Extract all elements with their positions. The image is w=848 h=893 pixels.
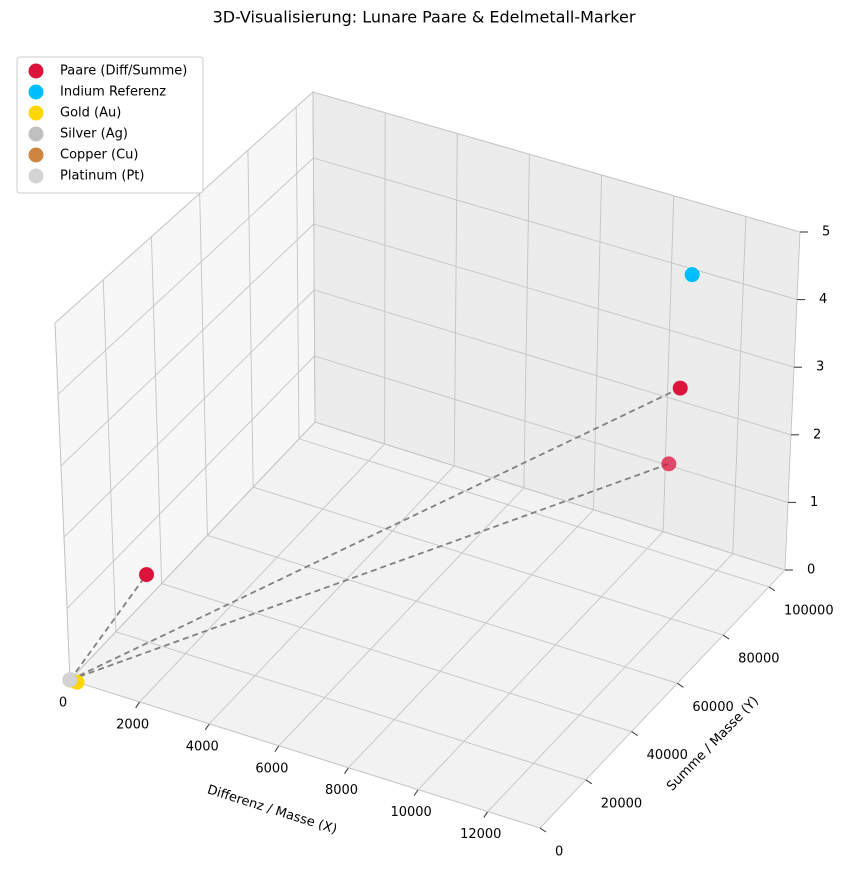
data-point [684,267,700,283]
chart-title: 3D-Visualisierung: Lunare Paare & Edelme… [213,8,636,27]
grid-line [313,157,798,301]
grid-line [115,631,586,781]
grid-line [662,195,675,532]
legend-marker [28,105,44,121]
grid-line [732,216,747,554]
x-tick-label: 0 [59,696,67,711]
grid-line [102,279,117,632]
y-tick [585,779,593,785]
connector-line [69,462,670,681]
x-tick-label: 4000 [186,739,219,754]
y-tick [631,731,638,736]
grid-line [312,91,316,423]
x-tick-label: 12000 [460,827,501,842]
grid-line [63,289,315,538]
legend-marker [28,126,44,142]
plot-area [62,267,700,690]
grid-line [313,223,795,368]
x-tick-label: 2000 [116,717,149,732]
x-tick-label: 6000 [255,761,288,776]
grid-line [161,583,632,732]
y-tick [539,827,547,833]
z-tick-label: 2 [813,427,821,442]
grid-line [523,154,530,488]
grid-line [312,91,801,233]
x-tick [344,767,349,774]
legend: Paare (Diff/Summe) Indium Referenz Gold (A… [16,56,204,194]
legend-label: Copper (Cu) [60,148,138,163]
y-tick-label: 20000 [601,796,642,811]
z-tick-label: 1 [810,495,818,510]
grid-line [314,355,789,503]
grid-line [278,487,525,747]
grid-line [453,133,458,466]
x-axis-label: Differenz / Masse (X) [205,783,339,838]
x-tick [483,811,489,818]
data-point [672,380,688,396]
x-tick [204,723,210,731]
grid-line [54,91,314,324]
axes-3d: 0 2000 4000 6000 8000 10000 12000 0 20000 40000 60… [54,91,834,860]
legend-box [16,56,204,194]
legend-label: Indium Referenz [60,85,166,100]
x-tick [274,745,280,753]
grid-line [69,421,316,681]
y-tick-label: 60000 [692,700,733,715]
y-tick [768,586,776,592]
grid-line [417,531,664,790]
grid-line [69,679,541,829]
grid-line [384,112,386,444]
data-point [62,672,78,688]
grid-line [487,553,734,812]
y-tick-label: 80000 [738,652,779,667]
grid-line [57,157,314,395]
x-tick [135,701,141,709]
legend-label: Gold (Au) [60,106,121,121]
x-tick [413,789,419,796]
data-point [661,456,677,472]
grid-line [54,322,71,681]
grid-line [295,107,300,439]
grid-line [314,421,786,571]
y-tick-label: 40000 [647,748,688,763]
z-tick-label: 3 [816,360,824,375]
x-tick-label: 8000 [325,783,358,798]
legend-marker [28,84,44,100]
grid-line [208,465,455,725]
connector-line [69,574,148,681]
legend-marker [28,63,44,79]
grid-line [139,443,385,703]
grid-line [253,486,724,636]
y-tick-label: 0 [555,845,563,860]
grid-line [60,223,315,467]
grid-line [314,289,792,436]
legend-marker [28,168,44,184]
y-tick [677,682,684,688]
grid-line [207,534,678,684]
grid-line [247,150,254,488]
legend-marker [28,147,44,163]
legend-label: Silver (Ag) [60,127,128,142]
legend-label: Platinum (Pt) [60,169,144,184]
grid-line [348,509,594,769]
y-tick-label: 100000 [784,603,834,618]
x-tick-label: 10000 [390,805,431,820]
z-tick-label: 5 [822,225,830,240]
connector-line [69,387,681,681]
y-tick [722,634,730,640]
legend-label: Paare (Diff/Summe) [60,64,187,79]
grid-line [199,193,208,536]
grid-line [66,355,315,609]
z-tick-label: 0 [807,563,815,578]
z-tick-label: 4 [819,292,827,307]
data-point [139,567,155,583]
grid-line [593,174,603,510]
grid-line [150,236,163,584]
